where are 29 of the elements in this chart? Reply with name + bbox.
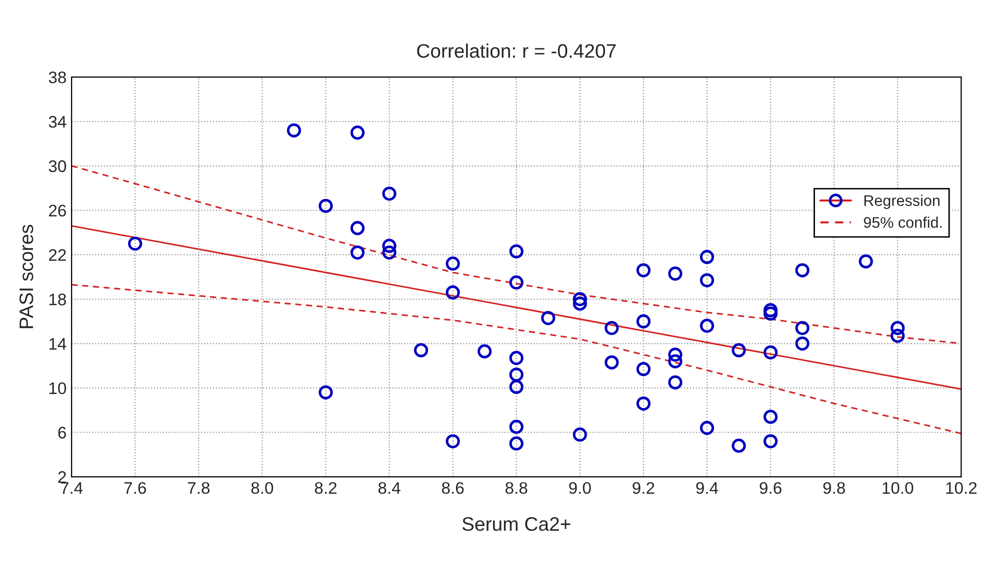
x-tick-label: 9.8	[823, 482, 845, 494]
y-tick-label: 26	[49, 204, 66, 217]
legend-label: 95% confid.	[864, 216, 942, 228]
x-tick-label: 10.0	[882, 482, 914, 494]
chart-title: Correlation: r = -0.4207	[417, 44, 616, 58]
x-tick-label: 8.6	[442, 482, 464, 494]
y-axis-title: PASI scores	[19, 224, 34, 328]
y-tick-label: 38	[48, 71, 66, 84]
y-tick-label: 6	[58, 426, 66, 439]
y-tick-label: 30	[48, 160, 66, 172]
x-tick-label: 9.6	[760, 482, 782, 494]
x-tick-label: 8.2	[314, 482, 336, 494]
y-tick-label: 18	[49, 294, 66, 306]
x-tick-label: 8.4	[378, 482, 400, 494]
x-tick-label: 9.2	[632, 482, 654, 494]
x-tick-label: 10.2	[946, 482, 977, 494]
x-tick-label: 7.4	[60, 482, 83, 494]
y-tick-label: 34	[48, 116, 66, 128]
y-tick-label: 14	[49, 338, 66, 350]
x-axis-title: Serum Ca2+	[462, 517, 570, 531]
x-tick-label: 7.8	[188, 482, 210, 494]
x-tick-label: 7.6	[124, 482, 146, 494]
x-tick-label: 8.0	[251, 482, 274, 494]
x-tick-label: 9.0	[569, 482, 591, 494]
y-tick-label: 10	[49, 382, 66, 394]
y-tick-label: 22	[49, 249, 66, 261]
legend-label: Regression	[864, 194, 940, 209]
x-tick-label: 9.4	[696, 482, 718, 494]
x-tick-label: 8.8	[506, 482, 528, 494]
